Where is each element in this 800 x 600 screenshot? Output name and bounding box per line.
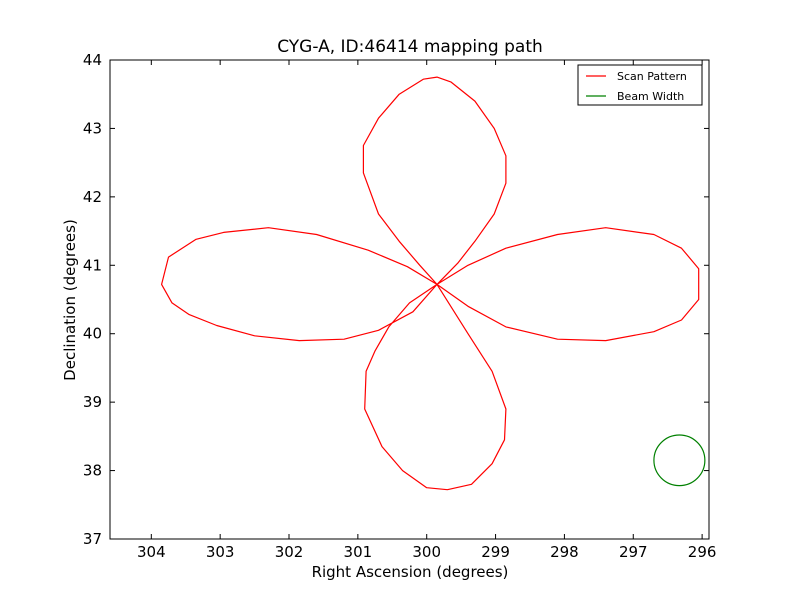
y-tick-label: 44 bbox=[83, 51, 102, 69]
chart-title: CYG-A, ID:46414 mapping path bbox=[277, 37, 543, 57]
y-tick-label: 40 bbox=[83, 325, 102, 343]
y-tick-label: 43 bbox=[83, 119, 102, 137]
x-tick-label: 298 bbox=[550, 543, 579, 561]
y-tick-label: 41 bbox=[83, 256, 102, 274]
y-tick-label: 42 bbox=[83, 188, 102, 206]
x-tick-label: 304 bbox=[137, 543, 166, 561]
series-scan-pattern-line bbox=[161, 76, 700, 491]
legend: Scan Pattern Beam Width bbox=[577, 64, 703, 106]
x-tick-label: 299 bbox=[481, 543, 510, 561]
y-tick-label: 38 bbox=[83, 462, 102, 480]
x-tick-label: 296 bbox=[688, 543, 717, 561]
x-tick-label: 301 bbox=[344, 543, 373, 561]
y-tick-label: 37 bbox=[83, 530, 102, 548]
series-beam-width-circle bbox=[653, 434, 706, 487]
x-tick-label: 303 bbox=[206, 543, 235, 561]
axes-frame bbox=[109, 59, 710, 540]
legend-box bbox=[577, 64, 703, 106]
y-axis-label: Declination (degrees) bbox=[61, 219, 79, 381]
x-tick-label: 300 bbox=[412, 543, 441, 561]
x-axis-label: Right Ascension (degrees) bbox=[312, 563, 509, 581]
y-axis-ticks: 37 38 39 40 41 42 43 44 bbox=[83, 51, 709, 548]
legend-label-beam-width: Beam Width bbox=[617, 90, 684, 103]
x-tick-label: 297 bbox=[619, 543, 648, 561]
x-tick-label: 302 bbox=[275, 543, 304, 561]
y-tick-label: 39 bbox=[83, 393, 102, 411]
x-axis-ticks: 304 303 302 301 300 299 298 297 296 bbox=[137, 60, 716, 561]
plot-area bbox=[161, 76, 706, 491]
legend-label-scan-pattern: Scan Pattern bbox=[617, 70, 687, 83]
